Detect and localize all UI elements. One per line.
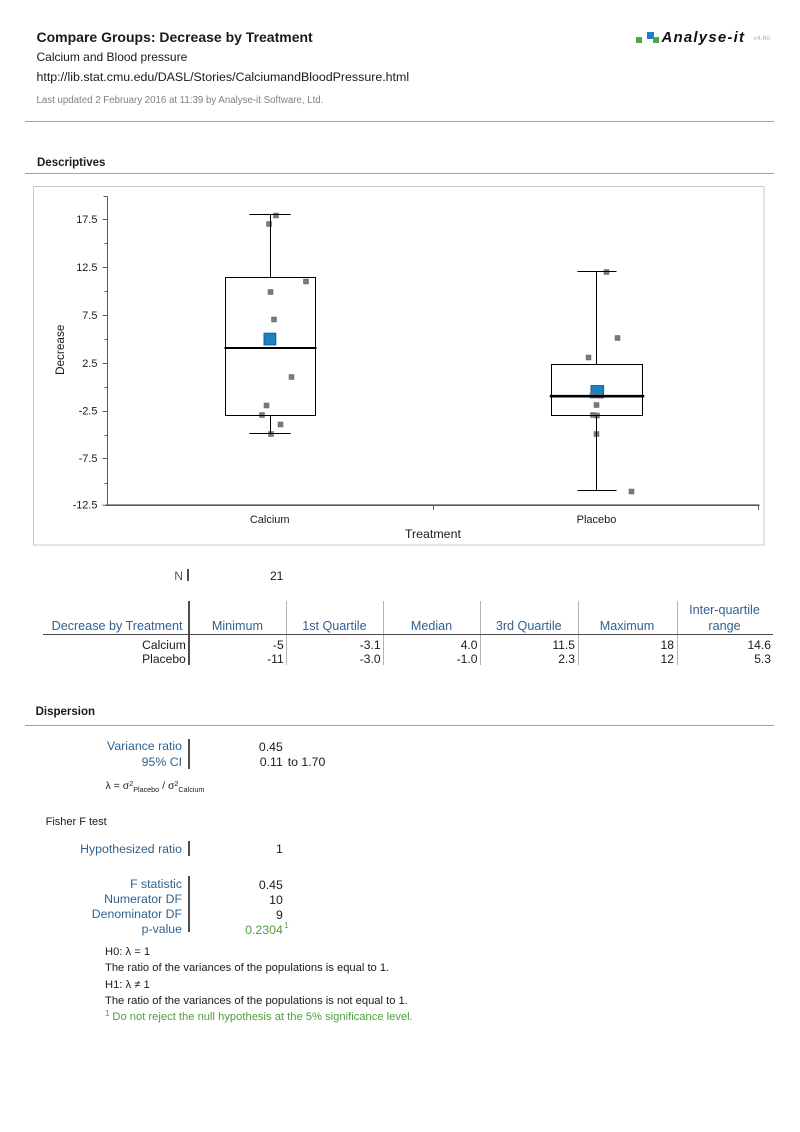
svg-text:12.5: 12.5	[76, 262, 97, 274]
svg-text:Decrease: Decrease	[53, 324, 67, 375]
svg-text:2.5: 2.5	[82, 358, 97, 370]
svg-text:Calcium: Calcium	[250, 514, 290, 526]
svg-text:17.5: 17.5	[76, 214, 97, 226]
svg-text:Treatment: Treatment	[405, 527, 462, 541]
svg-text:-2.5: -2.5	[79, 406, 98, 418]
svg-text:-12.5: -12.5	[73, 499, 98, 511]
svg-text:Placebo: Placebo	[577, 514, 617, 526]
svg-text:7.5: 7.5	[82, 310, 97, 322]
svg-text:-7.5: -7.5	[79, 453, 98, 465]
